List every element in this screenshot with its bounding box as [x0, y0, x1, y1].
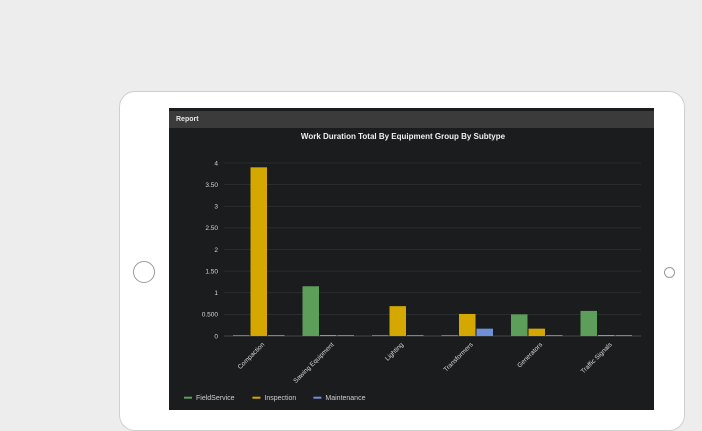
bar-maintenance: [407, 335, 424, 336]
y-tick-label: 0.500: [202, 312, 219, 319]
camera-icon: [664, 267, 675, 278]
bar-chart: Work Duration Total By Equipment Group B…: [184, 132, 641, 402]
legend-label: Inspection: [264, 395, 296, 402]
bar-maintenance: [615, 335, 632, 336]
x-tick-label: Compaction: [237, 341, 267, 371]
y-tick-label: 3: [214, 204, 218, 211]
bar-inspection: [528, 328, 545, 336]
x-tick-label: Lighting: [384, 341, 405, 362]
x-tick-label: Traffic Signals: [580, 341, 614, 375]
y-tick-label: 0: [214, 333, 218, 340]
y-tick-label: 1: [214, 290, 218, 297]
bar-fieldservice: [511, 314, 528, 336]
report-header: Report: [169, 111, 654, 128]
bar-inspection: [598, 335, 615, 336]
chart-title: Work Duration Total By Equipment Group B…: [301, 132, 506, 141]
home-button[interactable]: [133, 261, 155, 283]
y-tick-label: 2.50: [205, 225, 218, 232]
bar-maintenance: [268, 335, 285, 336]
legend-label: FieldService: [196, 395, 235, 402]
report-title: Report: [176, 116, 199, 123]
y-tick-label: 1.50: [205, 268, 218, 275]
y-tick-label: 2: [214, 247, 218, 254]
bar-fieldservice: [233, 335, 250, 336]
x-tick-label: Generators: [516, 341, 544, 369]
chart-bars: [233, 167, 632, 336]
x-tick-label: Sawing Equipment: [292, 341, 335, 384]
x-axis-ticks: Compaction Sawing Equipment Lighting Transf…: [237, 341, 615, 385]
bar-inspection: [250, 167, 267, 336]
bar-fieldservice: [302, 286, 319, 336]
y-axis-ticks: 0 0.500 1 1.50 2 2.50 3 3.50 4: [202, 160, 219, 340]
bar-inspection: [459, 313, 476, 336]
chart-legend: FieldService Inspection Maintenance: [184, 395, 366, 402]
bar-inspection: [320, 335, 337, 336]
x-tick-label: Transformers: [443, 341, 476, 374]
bar-inspection: [389, 306, 406, 336]
report-screen: Report Work Duration Total By Equipment …: [169, 108, 654, 410]
bar-fieldservice: [580, 310, 597, 336]
bar-maintenance: [546, 335, 563, 336]
bar-fieldservice: [372, 335, 389, 336]
legend-label: Maintenance: [325, 395, 365, 402]
bar-maintenance: [476, 328, 493, 336]
chart-grid: [224, 162, 641, 337]
bar-fieldservice: [441, 335, 458, 336]
y-tick-label: 3.50: [205, 182, 218, 189]
bar-maintenance: [337, 335, 354, 336]
y-tick-label: 4: [214, 160, 218, 167]
